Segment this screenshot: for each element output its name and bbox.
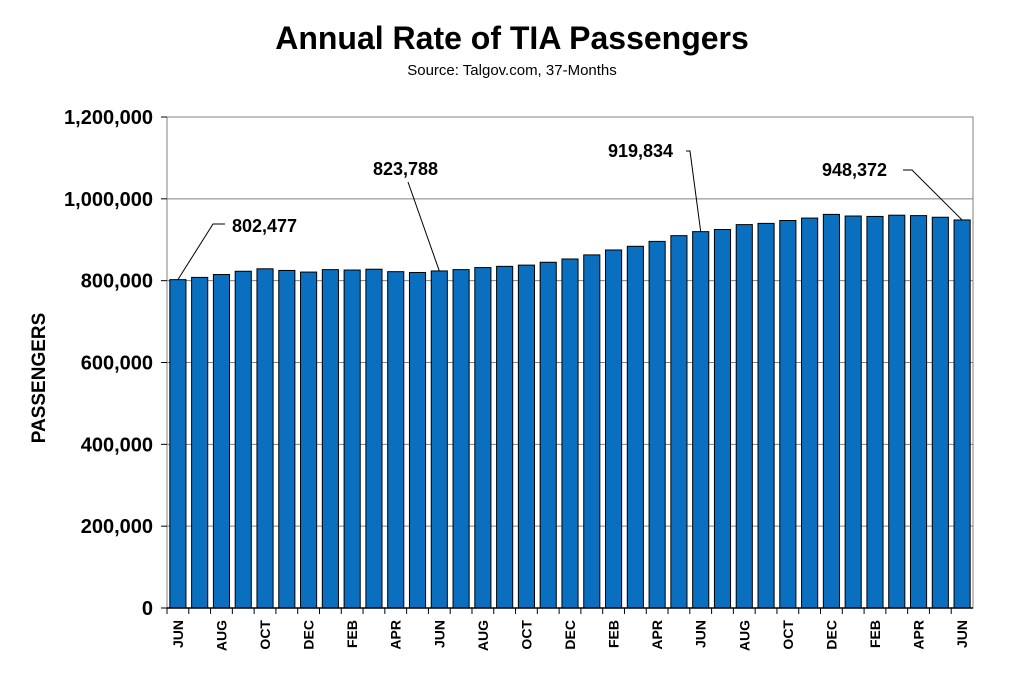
bar (713, 229, 732, 609)
x-tick-label: FEB (867, 620, 883, 648)
y-axis-title: PASSENGERS (29, 313, 50, 444)
bar (583, 254, 601, 609)
y-tick-label: 600,000 (81, 353, 153, 375)
bar (517, 264, 535, 609)
bar (801, 217, 819, 609)
x-tick-label: DEC (301, 620, 317, 650)
annotation-label: 802,477 (232, 216, 297, 236)
bar (430, 270, 448, 609)
y-tick-label: 0 (142, 598, 153, 620)
x-tick-label: FEB (344, 620, 360, 648)
bar (757, 222, 775, 609)
bar (452, 269, 470, 609)
annotation-label: 948,372 (822, 160, 887, 180)
y-tick-label: 400,000 (81, 434, 153, 456)
y-tick-label: 200,000 (81, 516, 153, 538)
x-tick-label: AUG (213, 620, 229, 651)
chart-subtitle: Source: Talgov.com, 37-Months (407, 62, 617, 79)
bar (474, 267, 492, 609)
bar (539, 261, 557, 609)
x-tick-label: OCT (518, 620, 534, 650)
bar (408, 271, 427, 609)
annotation-leader-line (903, 169, 963, 221)
bar (692, 231, 710, 609)
x-tick-label: FEB (606, 620, 622, 648)
annotation-label: 823,788 (373, 159, 438, 179)
x-tick-label: JUN (954, 620, 970, 648)
bar (278, 269, 296, 609)
annotation-leader-line (407, 181, 440, 272)
y-tick-label: 1,000,000 (64, 189, 153, 211)
bar (387, 271, 405, 609)
bar (822, 213, 840, 609)
bar (779, 220, 797, 609)
annotation-label: 919,834 (608, 141, 673, 161)
bar (365, 268, 383, 609)
annotations: 802,477 823,788 919,834 948,372 (177, 141, 963, 280)
annotation-leader-line (686, 150, 702, 232)
bar (191, 276, 209, 609)
x-tick-label: JUN (431, 620, 447, 648)
bar (953, 219, 971, 609)
bar (256, 268, 274, 609)
bar (670, 235, 688, 609)
x-axis-ticks: JUN AUG OCT DEC FEB APR JUN AUG OCT DEC FEB APR JUN A… (166, 607, 973, 651)
bar (321, 269, 339, 609)
x-tick-label: JUN (693, 620, 709, 648)
x-tick-label: APR (388, 620, 404, 650)
bar (169, 279, 187, 609)
bar (496, 265, 514, 609)
bar (888, 214, 906, 609)
y-tick-label: 800,000 (81, 271, 153, 293)
annotation-leader-line (177, 223, 225, 280)
bar (605, 249, 623, 609)
chart-title: Annual Rate of TIA Passengers (275, 20, 749, 56)
x-tick-label: AUG (736, 620, 752, 651)
x-tick-label: JUN (170, 620, 186, 648)
bars (169, 213, 971, 609)
x-tick-label: OCT (780, 620, 796, 650)
x-tick-label: DEC (823, 620, 839, 650)
bar (212, 274, 231, 609)
bar (866, 215, 884, 609)
y-axis-ticks: 0 200,000 400,000 600,000 800,000 1,000,000 1,… (64, 107, 167, 620)
x-tick-label: AUG (475, 620, 491, 651)
bar (561, 258, 579, 609)
bar (931, 216, 949, 609)
x-tick-label: APR (649, 620, 665, 650)
bar (735, 224, 753, 609)
x-tick-label: DEC (562, 620, 578, 650)
bar (844, 215, 862, 609)
y-tick-label: 1,200,000 (64, 107, 153, 129)
bar (626, 245, 644, 609)
bar (909, 215, 928, 609)
bar (648, 240, 666, 609)
bar (343, 269, 361, 609)
x-tick-label: OCT (257, 620, 273, 650)
x-tick-label: APR (911, 620, 927, 650)
bar (300, 271, 318, 609)
bar (234, 270, 252, 609)
